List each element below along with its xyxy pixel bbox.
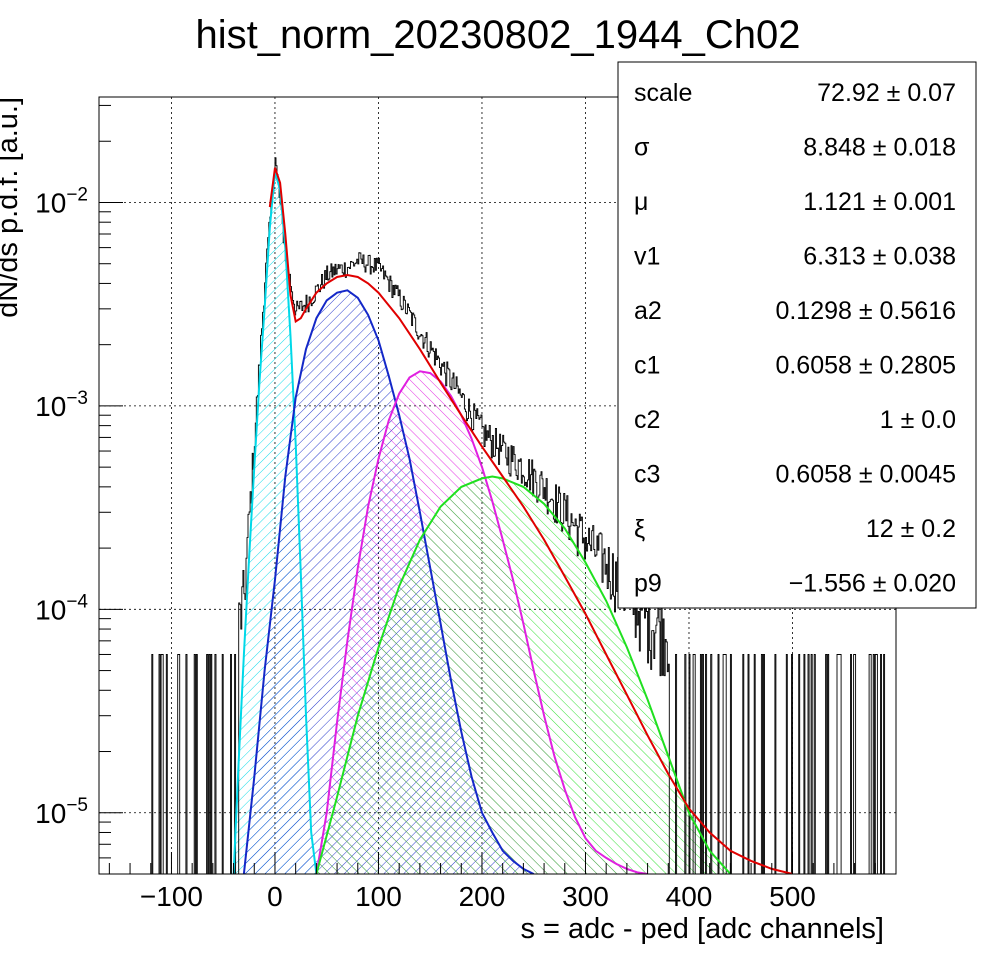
fit-component-4-fill xyxy=(316,476,731,874)
fit-component-2-curve xyxy=(242,289,535,874)
stats-param-name: p9 xyxy=(634,570,662,598)
stats-param-value: 72.92 ± 0.07 xyxy=(817,79,956,107)
y-tick-label: 10−3 xyxy=(35,388,88,422)
y-tick-label: 10−5 xyxy=(35,795,88,829)
stats-param-value: 0.6058 ± 0.2805 xyxy=(775,352,956,380)
stats-param-name: a2 xyxy=(634,297,662,325)
x-tick-label: 0 xyxy=(267,881,283,912)
x-axis-label: s = adc - ped [adc channels] xyxy=(520,913,884,945)
stats-param-name: ξ xyxy=(634,515,645,543)
stats-param-name: c2 xyxy=(634,406,660,434)
y-axis: 10−5 10−4 10−3 10−2 xyxy=(35,104,123,859)
stats-param-name: c1 xyxy=(634,352,660,380)
stats-param-name: v1 xyxy=(634,243,660,271)
fit-component-3-curve xyxy=(315,370,648,874)
stats-param-value: 8.848 ± 0.018 xyxy=(803,134,956,162)
fit-parameters-box: scale 72.92 ± 0.07 σ 8.848 ± 0.018 μ 1.121 ± … xyxy=(617,61,977,609)
stats-param-name: c3 xyxy=(634,461,660,489)
x-tick-label: 100 xyxy=(355,881,402,912)
x-tick-label: 500 xyxy=(769,881,816,912)
fit-component-fills xyxy=(233,171,731,874)
x-tick-label: 200 xyxy=(459,881,506,912)
y-tick-label: 10−2 xyxy=(35,184,88,218)
stats-param-value: 1.121 ± 0.001 xyxy=(803,188,956,216)
stats-param-name: μ xyxy=(634,188,648,216)
chart-title: hist_norm_20230802_1944_Ch02 xyxy=(196,13,801,57)
stats-param-value: 0.1298 ± 0.5616 xyxy=(775,297,956,325)
x-axis: −100 0 100 200 300 400 500 xyxy=(108,852,876,912)
fit-total-curve xyxy=(268,167,793,874)
stats-box-frame xyxy=(617,61,977,609)
y-tick-label: 10−4 xyxy=(35,591,88,625)
stats-param-value: −1.556 ± 0.020 xyxy=(789,570,956,598)
stats-param-name: scale xyxy=(634,79,692,107)
y-axis-label: dN/ds p.d.f. [a.u.] xyxy=(0,97,24,318)
fit-component-4-curve xyxy=(315,475,732,874)
stats-param-name: σ xyxy=(634,134,650,162)
x-tick-label: 400 xyxy=(666,881,713,912)
stats-param-value: 1 ± 0.0 xyxy=(880,406,956,434)
stats-param-value: 0.6058 ± 0.0045 xyxy=(775,461,956,489)
x-tick-label: −100 xyxy=(140,881,203,912)
x-tick-label: 300 xyxy=(562,881,609,912)
stats-param-value: 6.313 ± 0.038 xyxy=(803,243,956,271)
fit-curves xyxy=(232,167,793,874)
stats-param-value: 12 ± 0.2 xyxy=(866,515,956,543)
